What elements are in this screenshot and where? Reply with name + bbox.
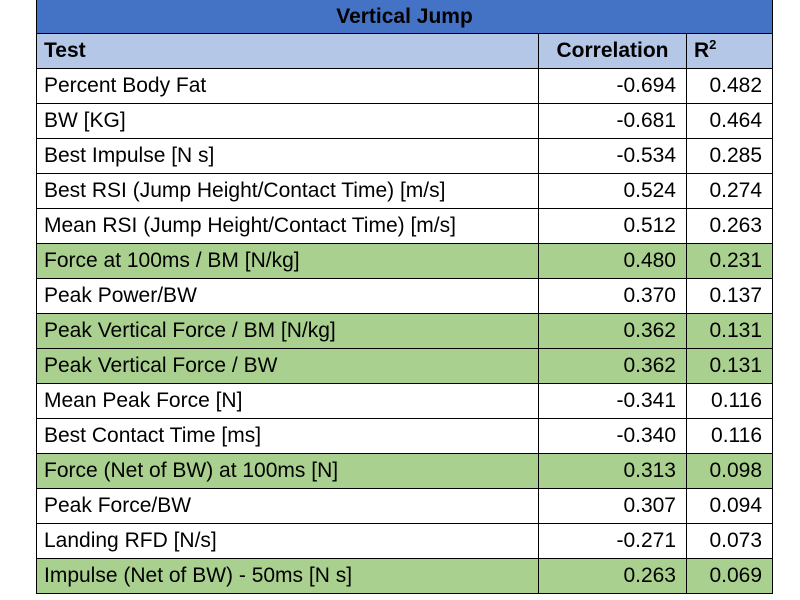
cell-correlation: 0.362 [538,348,687,384]
cell-r-squared: 0.094 [685,488,774,524]
table-row: Peak Vertical Force / BM [N/kg] 0.362 0.13… [36,313,774,349]
cell-test: Landing RFD [N/s] [36,523,539,559]
cell-correlation: 0.263 [538,558,687,594]
header-test: Test [36,33,539,69]
cell-correlation: -0.534 [538,138,687,174]
cell-r-squared: 0.069 [685,558,774,594]
cell-correlation: 0.480 [538,243,687,279]
cell-r-squared: 0.131 [685,348,774,384]
cell-test: BW [KG] [36,103,539,139]
header-r-squared-base: R [694,39,710,62]
table-row: Mean Peak Force [N] -0.341 0.116 [36,383,774,419]
cell-correlation: 0.512 [538,208,687,244]
cell-correlation: -0.340 [538,418,687,454]
cell-r-squared: 0.285 [685,138,774,174]
cell-correlation: 0.313 [538,453,687,489]
header-r-squared: R2 [685,33,774,69]
cell-correlation: -0.694 [538,68,687,104]
cell-correlation: 0.362 [538,313,687,349]
cell-r-squared: 0.137 [685,278,774,314]
table-row: Peak Force/BW 0.307 0.094 [36,488,774,524]
table-title-row: Vertical Jump [35,0,774,34]
cell-r-squared: 0.274 [685,173,774,209]
vertical-jump-table-container: Vertical Jump Test Correlation R2 Percen… [35,0,774,594]
table-row: Peak Vertical Force / BW 0.362 0.131 [36,348,774,384]
cell-r-squared: 0.116 [685,418,774,454]
table-row: Impulse (Net of BW) - 50ms [N s] 0.263 0.0… [36,558,774,594]
cell-test: Mean Peak Force [N] [36,383,539,419]
table-row: Force at 100ms / BM [N/kg] 0.480 0.231 [36,243,774,279]
cell-r-squared: 0.116 [685,383,774,419]
cell-test: Impulse (Net of BW) - 50ms [N s] [36,558,539,594]
table-header-row: Test Correlation R2 [36,33,774,69]
header-r-squared-sup: 2 [709,37,717,52]
table-row: Force (Net of BW) at 100ms [N] 0.313 0.098 [36,453,774,489]
cell-correlation: -0.271 [538,523,687,559]
table-title: Vertical Jump [35,0,774,34]
cell-r-squared: 0.464 [685,103,774,139]
cell-r-squared: 0.131 [685,313,774,349]
cell-r-squared: 0.073 [685,523,774,559]
cell-test: Mean RSI (Jump Height/Contact Time) [m/s… [36,208,539,244]
table-row: Best Impulse [N s] -0.534 0.285 [36,138,774,174]
table-row: Best RSI (Jump Height/Contact Time) [m/s… [36,173,774,209]
table-body: Percent Body Fat -0.694 0.482 BW [KG] -0.681… [36,68,774,594]
cell-test: Best Contact Time [ms] [36,418,539,454]
table-row: BW [KG] -0.681 0.464 [36,103,774,139]
table-row: Mean RSI (Jump Height/Contact Time) [m/s… [36,208,774,244]
cell-test: Peak Vertical Force / BM [N/kg] [36,313,539,349]
cell-test: Best RSI (Jump Height/Contact Time) [m/s… [36,173,539,209]
cell-test: Peak Vertical Force / BW [36,348,539,384]
cell-test: Peak Power/BW [36,278,539,314]
table-row: Best Contact Time [ms] -0.340 0.116 [36,418,774,454]
cell-r-squared: 0.231 [685,243,774,279]
cell-test: Percent Body Fat [36,68,539,104]
table-row: Percent Body Fat -0.694 0.482 [36,68,774,104]
cell-test: Force (Net of BW) at 100ms [N] [36,453,539,489]
table-row: Peak Power/BW 0.370 0.137 [36,278,774,314]
cell-correlation: -0.681 [538,103,687,139]
cell-correlation: -0.341 [538,383,687,419]
cell-test: Peak Force/BW [36,488,539,524]
cell-test: Best Impulse [N s] [36,138,539,174]
cell-r-squared: 0.482 [685,68,774,104]
cell-test: Force at 100ms / BM [N/kg] [36,243,539,279]
cell-correlation: 0.307 [538,488,687,524]
cell-correlation: 0.524 [538,173,687,209]
table-row: Landing RFD [N/s] -0.271 0.073 [36,523,774,559]
cell-r-squared: 0.098 [685,453,774,489]
header-correlation: Correlation [538,33,687,69]
cell-correlation: 0.370 [538,278,687,314]
vertical-jump-table: Vertical Jump Test Correlation R2 Percen… [35,0,774,594]
cell-r-squared: 0.263 [685,208,774,244]
